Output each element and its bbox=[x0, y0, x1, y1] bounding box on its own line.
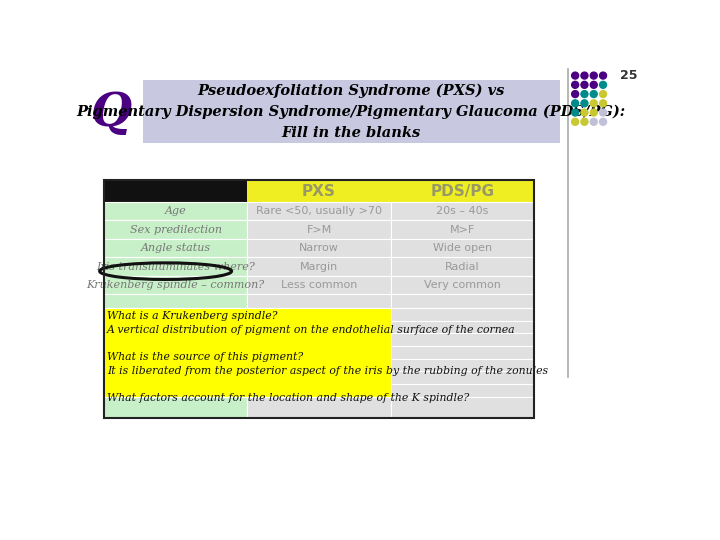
Text: F>M: F>M bbox=[307, 225, 332, 234]
Bar bbox=[143, 80, 559, 143]
Bar bbox=[104, 239, 248, 257]
Bar bbox=[391, 220, 534, 239]
Bar bbox=[248, 202, 391, 220]
Text: Rare <50, usually >70: Rare <50, usually >70 bbox=[256, 206, 382, 216]
Circle shape bbox=[581, 72, 588, 79]
Bar bbox=[391, 333, 534, 346]
Bar bbox=[391, 180, 534, 202]
Bar bbox=[391, 308, 534, 321]
Text: PXS: PXS bbox=[302, 184, 336, 199]
Circle shape bbox=[581, 82, 588, 88]
Circle shape bbox=[600, 100, 606, 107]
Bar bbox=[391, 384, 534, 397]
Text: Iris transilluminates where?: Iris transilluminates where? bbox=[96, 261, 255, 272]
Bar bbox=[391, 294, 534, 308]
Bar bbox=[248, 294, 391, 308]
Circle shape bbox=[572, 109, 579, 116]
Circle shape bbox=[590, 72, 597, 79]
Circle shape bbox=[581, 109, 588, 116]
Text: Narrow: Narrow bbox=[299, 243, 339, 253]
Bar bbox=[391, 359, 534, 372]
Text: Angle status: Angle status bbox=[140, 243, 211, 253]
Text: Margin: Margin bbox=[300, 261, 338, 272]
Bar bbox=[391, 372, 534, 384]
Circle shape bbox=[572, 91, 579, 98]
Bar bbox=[248, 397, 391, 418]
Bar bbox=[391, 276, 534, 294]
Bar bbox=[104, 308, 391, 397]
Text: Q: Q bbox=[91, 90, 132, 136]
Text: Very common: Very common bbox=[424, 280, 501, 290]
Bar bbox=[248, 220, 391, 239]
Circle shape bbox=[600, 118, 606, 125]
Circle shape bbox=[600, 82, 606, 88]
Circle shape bbox=[600, 72, 606, 79]
Bar bbox=[248, 276, 391, 294]
Text: PDS/PG: PDS/PG bbox=[431, 184, 495, 199]
Circle shape bbox=[572, 118, 579, 125]
Bar bbox=[104, 276, 248, 294]
Circle shape bbox=[572, 82, 579, 88]
Text: 25: 25 bbox=[620, 70, 637, 83]
Text: Age: Age bbox=[165, 206, 186, 216]
Circle shape bbox=[590, 109, 597, 116]
Circle shape bbox=[581, 91, 588, 98]
Text: Pseudoexfoliation Syndrome (PXS) vs
Pigmentary Dispersion Syndrome/Pigmentary Gl: Pseudoexfoliation Syndrome (PXS) vs Pigm… bbox=[76, 84, 626, 140]
Text: 20s – 40s: 20s – 40s bbox=[436, 206, 489, 216]
Text: Less common: Less common bbox=[281, 280, 357, 290]
Text: Sex predilection: Sex predilection bbox=[130, 225, 222, 234]
Circle shape bbox=[581, 100, 588, 107]
Bar bbox=[104, 257, 248, 276]
Circle shape bbox=[600, 109, 606, 116]
Circle shape bbox=[572, 72, 579, 79]
Circle shape bbox=[590, 100, 597, 107]
Text: M>F: M>F bbox=[450, 225, 475, 234]
Bar bbox=[391, 397, 534, 418]
Text: Krukenberg spindle – common?: Krukenberg spindle – common? bbox=[86, 280, 265, 290]
Bar bbox=[391, 257, 534, 276]
Bar bbox=[248, 239, 391, 257]
Bar bbox=[391, 202, 534, 220]
Bar bbox=[104, 294, 248, 308]
Circle shape bbox=[572, 100, 579, 107]
Circle shape bbox=[590, 91, 597, 98]
Bar bbox=[104, 180, 248, 202]
Circle shape bbox=[581, 118, 588, 125]
Bar bbox=[104, 220, 248, 239]
Bar bbox=[104, 202, 248, 220]
Circle shape bbox=[600, 91, 606, 98]
Bar bbox=[104, 180, 534, 418]
Bar bbox=[248, 257, 391, 276]
Bar bbox=[248, 180, 391, 202]
Text: Wide open: Wide open bbox=[433, 243, 492, 253]
Circle shape bbox=[590, 118, 597, 125]
Bar bbox=[104, 397, 248, 418]
Bar bbox=[391, 239, 534, 257]
Bar bbox=[391, 346, 534, 359]
Text: What is a Krukenberg spindle?
A vertical distribution of pigment on the endothel: What is a Krukenberg spindle? A vertical… bbox=[107, 311, 548, 403]
Circle shape bbox=[590, 82, 597, 88]
Bar bbox=[391, 321, 534, 333]
Text: Radial: Radial bbox=[445, 261, 480, 272]
